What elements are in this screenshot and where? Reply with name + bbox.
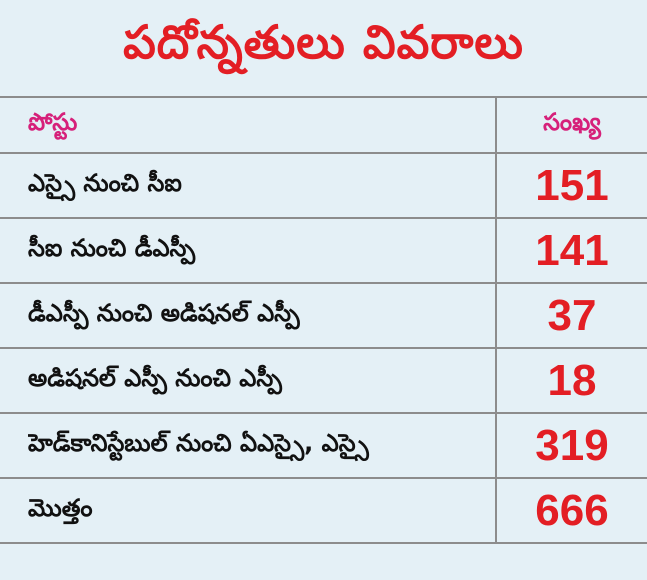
promotions-table: పోస్టు సంఖ్య ఎస్సై నుంచి సీఐ 151 సీఐ నుం…	[0, 96, 647, 544]
row-label: సీఐ నుంచి డీఎస్పీ	[28, 233, 196, 262]
header-post: పోస్టు	[28, 108, 78, 136]
column-divider	[495, 154, 497, 217]
table-row: ఎస్సై నుంచి సీఐ 151	[0, 152, 647, 217]
row-label: డీఎస్పీ నుంచి అడిషనల్ ఎస్పీ	[28, 298, 300, 327]
column-divider	[495, 284, 497, 347]
page-title: పదోన్నతులు వివరాలు	[123, 15, 524, 69]
total-value: 666	[535, 485, 609, 535]
title-bar: పదోన్నతులు వివరాలు	[0, 0, 647, 96]
table-row: సీఐ నుంచి డీఎస్పీ 141	[0, 217, 647, 282]
column-divider	[495, 349, 497, 412]
table-row: హెడ్‌కానిస్టేబుల్ నుంచి ఏఎస్సై, ఎస్సై 31…	[0, 412, 647, 477]
table-header-row: పోస్టు సంఖ్య	[0, 96, 647, 152]
row-value: 319	[535, 420, 609, 470]
table-row: అడిషనల్ ఎస్పీ నుంచి ఎస్పీ 18	[0, 347, 647, 412]
total-label: మొత్తం	[28, 493, 93, 522]
row-value: 37	[547, 290, 597, 340]
column-divider	[495, 414, 497, 477]
table-total-row: మొత్తం 666	[0, 477, 647, 542]
row-label: అడిషనల్ ఎస్పీ నుంచి ఎస్పీ	[28, 363, 282, 392]
row-label: హెడ్‌కానిస్టేబుల్ నుంచి ఏఎస్సై, ఎస్సై	[28, 428, 369, 457]
header-count: సంఖ్య	[543, 108, 601, 136]
row-value: 141	[535, 225, 609, 275]
table-bottom-rule	[0, 542, 647, 544]
row-value: 18	[547, 355, 597, 405]
row-label: ఎస్సై నుంచి సీఐ	[28, 168, 182, 197]
table-row: డీఎస్పీ నుంచి అడిషనల్ ఎస్పీ 37	[0, 282, 647, 347]
column-divider	[495, 219, 497, 282]
column-divider	[495, 98, 497, 152]
column-divider	[495, 479, 497, 542]
row-value: 151	[535, 160, 609, 210]
